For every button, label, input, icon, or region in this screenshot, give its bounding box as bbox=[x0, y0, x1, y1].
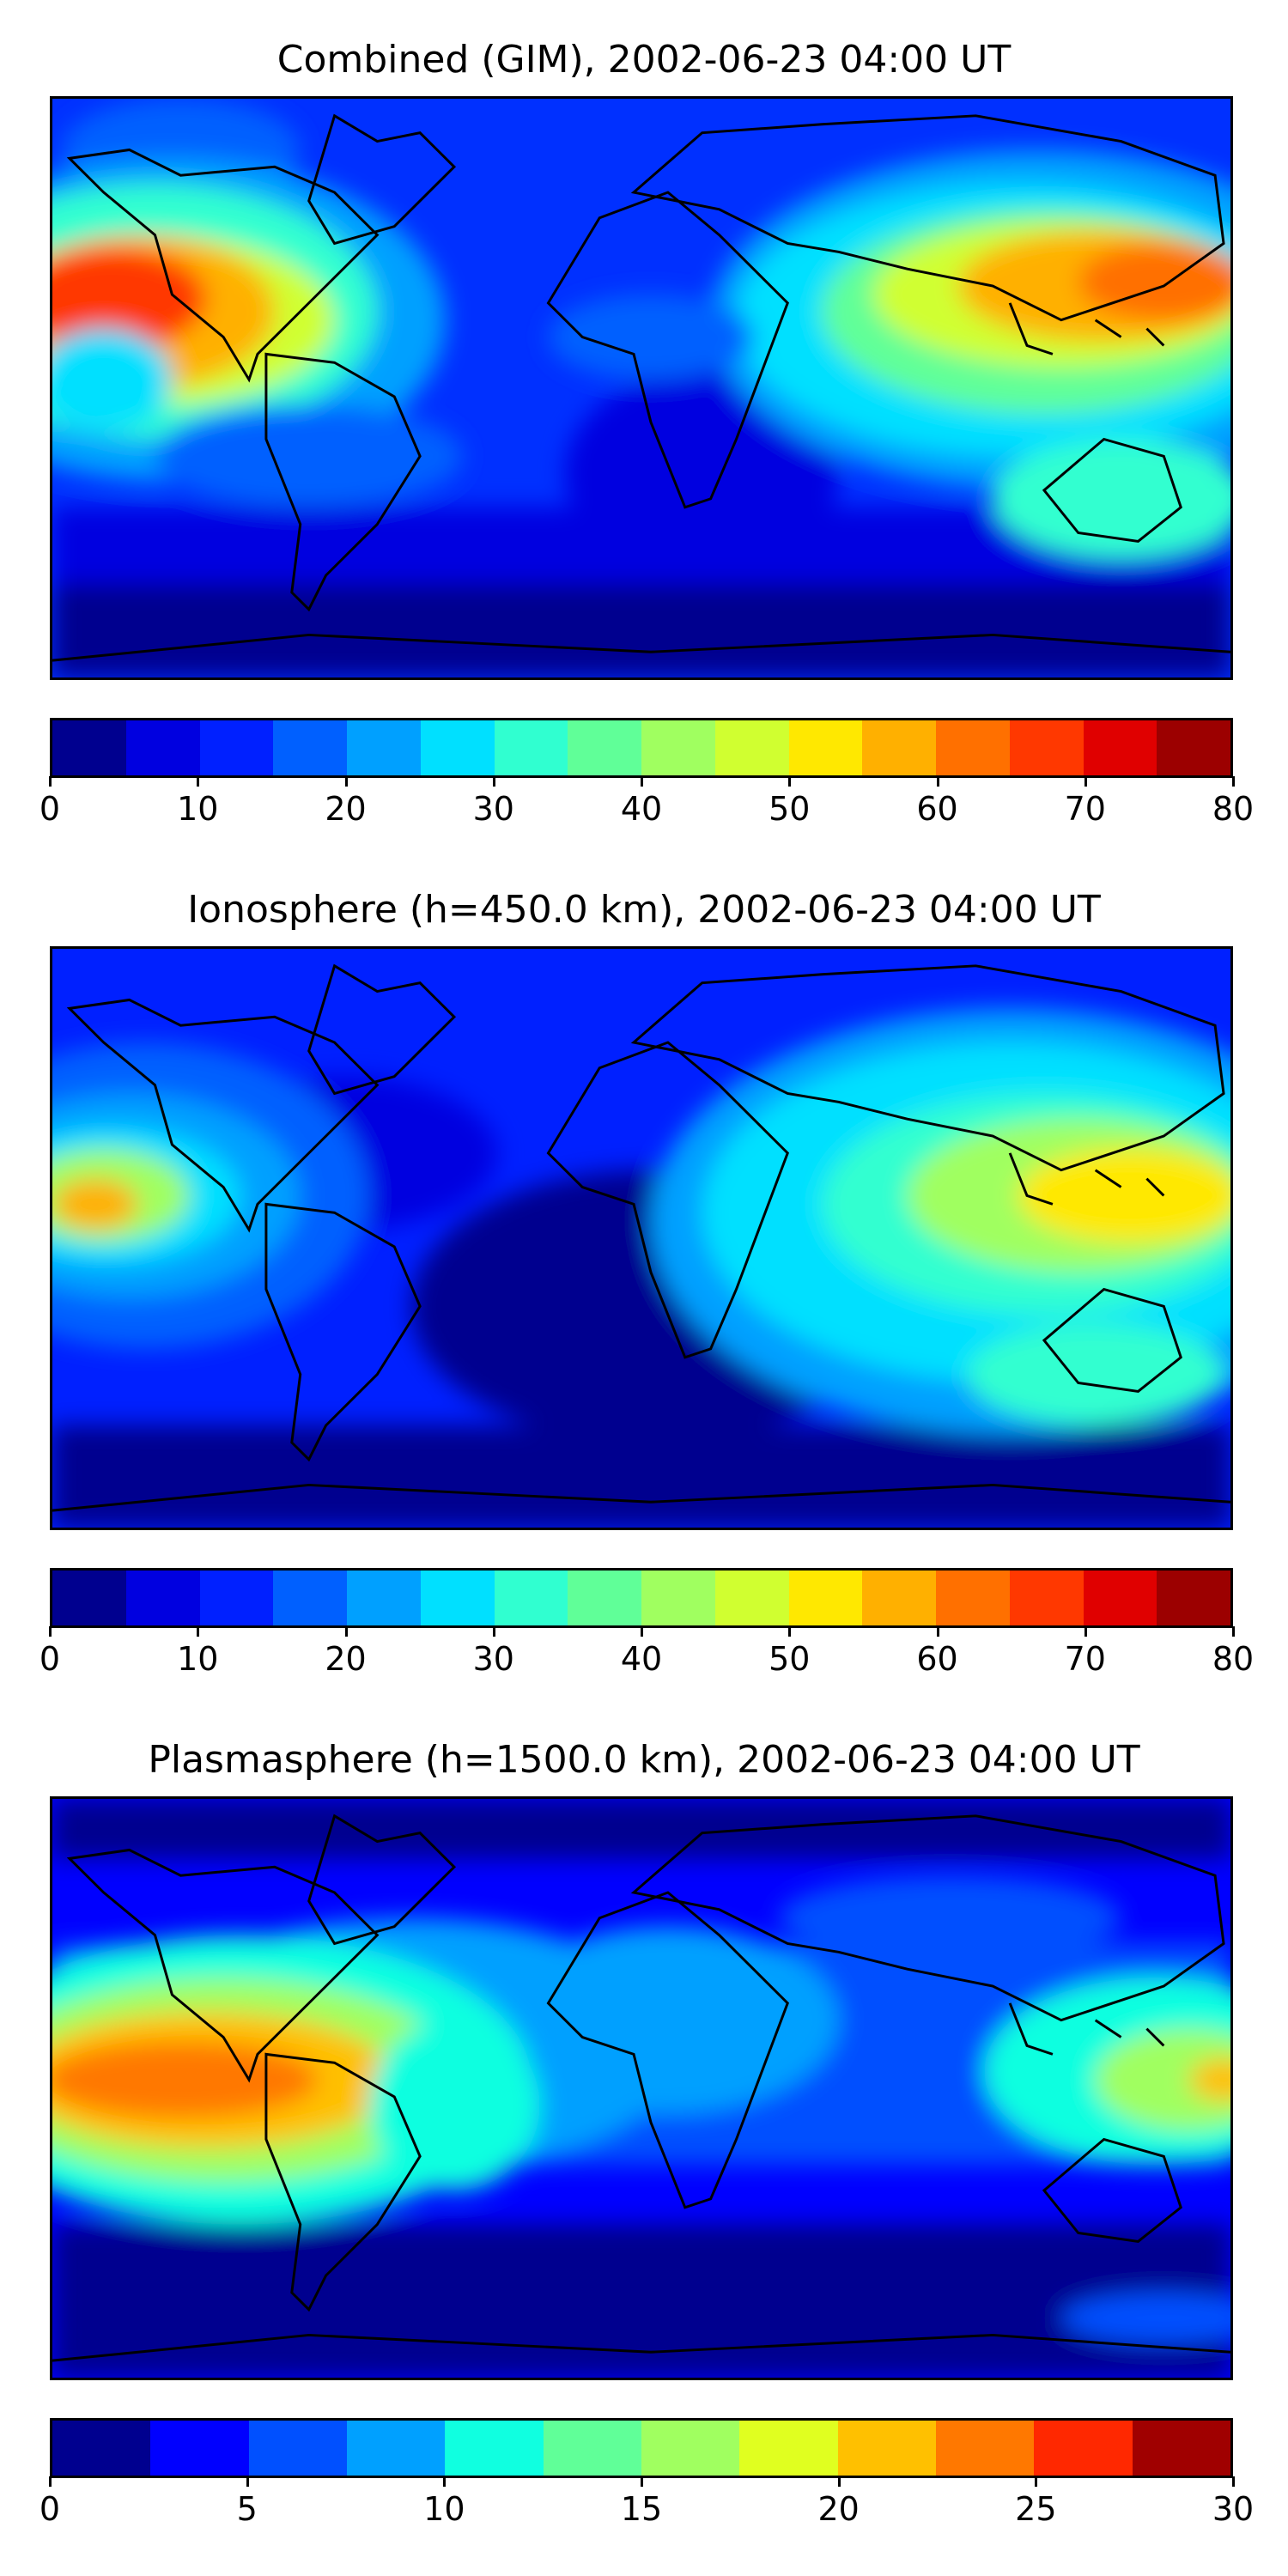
colorbar-tick-label: 50 bbox=[755, 1626, 823, 1678]
colorbar-segment bbox=[1009, 1571, 1084, 1625]
colorbar-tick-label: 15 bbox=[607, 2476, 676, 2528]
colorbar-tick-label: 0 bbox=[15, 2476, 84, 2528]
colorbar-segment bbox=[52, 720, 126, 775]
colorbar-segment bbox=[568, 1571, 641, 1625]
colorbar-tick-label: 60 bbox=[903, 1626, 972, 1678]
colorbar-ticks-ionosphere: 0 10 20 30 40 50 60 70 80 bbox=[39, 1626, 1254, 1692]
colorbar-tick-label: 30 bbox=[459, 776, 528, 828]
colorbar-tick-label: 0 bbox=[15, 1626, 84, 1678]
colorbar-segment bbox=[739, 2421, 838, 2476]
panel-title-ionosphere: Ionosphere (h=450.0 km), 2002-06-23 04:0… bbox=[187, 888, 1101, 932]
colorbar-segment bbox=[273, 1571, 347, 1625]
colorbar-segment bbox=[714, 720, 789, 775]
colorbar-segment bbox=[347, 1571, 421, 1625]
coastlines-ionosphere bbox=[52, 963, 1230, 1512]
colorbar-segment bbox=[1157, 1571, 1230, 1625]
colorbar-tick-label: 30 bbox=[459, 1626, 528, 1678]
colorbar-segment bbox=[641, 1571, 715, 1625]
colorbar-tick-label: 50 bbox=[755, 776, 823, 828]
colorbar-segment bbox=[445, 2421, 544, 2476]
colorbar-segment bbox=[1157, 720, 1230, 775]
colorbar-segment bbox=[346, 2421, 446, 2476]
colorbar-tick-label: 60 bbox=[903, 776, 972, 828]
colorbar-segment bbox=[150, 2421, 249, 2476]
colorbar-ticks-combined: 0 10 20 30 40 50 60 70 80 bbox=[39, 776, 1254, 841]
colorbar-tick-label: 70 bbox=[1051, 1626, 1120, 1678]
colorbar-segment bbox=[248, 2421, 347, 2476]
colorbar-segment bbox=[1009, 720, 1084, 775]
colorbar-tick-label: 0 bbox=[15, 776, 84, 828]
colorbar-tick-label: 40 bbox=[607, 776, 676, 828]
colorbar-segment bbox=[862, 720, 936, 775]
colorbar-segment bbox=[420, 720, 495, 775]
coastlines-plasmasphere bbox=[52, 1814, 1230, 2362]
colorbar-tick-label: 80 bbox=[1199, 1626, 1267, 1678]
colorbar-segment bbox=[714, 1571, 789, 1625]
colorbar-tick-label: 25 bbox=[1001, 2476, 1070, 2528]
colorbar-segment bbox=[494, 1571, 568, 1625]
colorbar-segment bbox=[199, 1571, 274, 1625]
colorbar-segment bbox=[1034, 2421, 1133, 2476]
colorbar-segment bbox=[494, 720, 568, 775]
colorbar-segment bbox=[125, 1571, 200, 1625]
colorbar-segment bbox=[199, 720, 274, 775]
panel-title-plasmasphere: Plasmasphere (h=1500.0 km), 2002-06-23 0… bbox=[148, 1738, 1140, 1782]
colorbar-segment bbox=[1083, 1571, 1157, 1625]
colorbar-segment bbox=[641, 2421, 740, 2476]
colorbar-ticks-plasmasphere: 0 5 10 15 20 25 30 bbox=[39, 2476, 1254, 2542]
colorbar-segment bbox=[273, 720, 347, 775]
colorbar-segment bbox=[420, 1571, 495, 1625]
colorbar-tick-label: 40 bbox=[607, 1626, 676, 1678]
colorbar-plasmasphere bbox=[50, 2418, 1233, 2478]
colorbar-tick-label: 20 bbox=[312, 776, 380, 828]
map-ionosphere bbox=[50, 946, 1233, 1530]
colorbar-combined bbox=[50, 718, 1233, 778]
colorbar-tick-label: 20 bbox=[312, 1626, 380, 1678]
colorbar-segment bbox=[837, 2421, 936, 2476]
colorbar-tick-label: 70 bbox=[1051, 776, 1120, 828]
panel-title-combined: Combined (GIM), 2002-06-23 04:00 UT bbox=[276, 38, 1012, 82]
colorbar-tick-label: 80 bbox=[1199, 776, 1267, 828]
colorbar-segment bbox=[543, 2421, 641, 2476]
colorbar-tick-label: 10 bbox=[410, 2476, 478, 2528]
colorbar-tick-label: 30 bbox=[1199, 2476, 1267, 2528]
colorbar-segment bbox=[935, 2421, 1035, 2476]
colorbar-segment bbox=[862, 1571, 936, 1625]
colorbar-tick-label: 5 bbox=[213, 2476, 282, 2528]
colorbar-ionosphere bbox=[50, 1568, 1233, 1628]
tec-field-ionosphere bbox=[52, 1008, 1230, 1528]
colorbar-tick-label: 10 bbox=[163, 776, 232, 828]
colorbar-segment bbox=[788, 720, 863, 775]
tec-field-plasmasphere bbox=[52, 1799, 1230, 2378]
colorbar-segment bbox=[52, 2421, 151, 2476]
colorbar-segment bbox=[788, 1571, 863, 1625]
tec-field-combined bbox=[52, 99, 1230, 677]
colorbar-tick-label: 20 bbox=[805, 2476, 873, 2528]
colorbar-segment bbox=[347, 720, 421, 775]
colorbar-segment bbox=[936, 720, 1010, 775]
colorbar-segment bbox=[52, 1571, 126, 1625]
colorbar-segment bbox=[1083, 720, 1157, 775]
coastlines-combined bbox=[52, 113, 1230, 662]
colorbar-segment bbox=[641, 720, 715, 775]
map-combined bbox=[50, 96, 1233, 680]
map-plasmasphere bbox=[50, 1796, 1233, 2380]
colorbar-segment bbox=[568, 720, 641, 775]
colorbar-segment bbox=[1132, 2421, 1230, 2476]
colorbar-tick-label: 10 bbox=[163, 1626, 232, 1678]
colorbar-segment bbox=[125, 720, 200, 775]
colorbar-segment bbox=[936, 1571, 1010, 1625]
